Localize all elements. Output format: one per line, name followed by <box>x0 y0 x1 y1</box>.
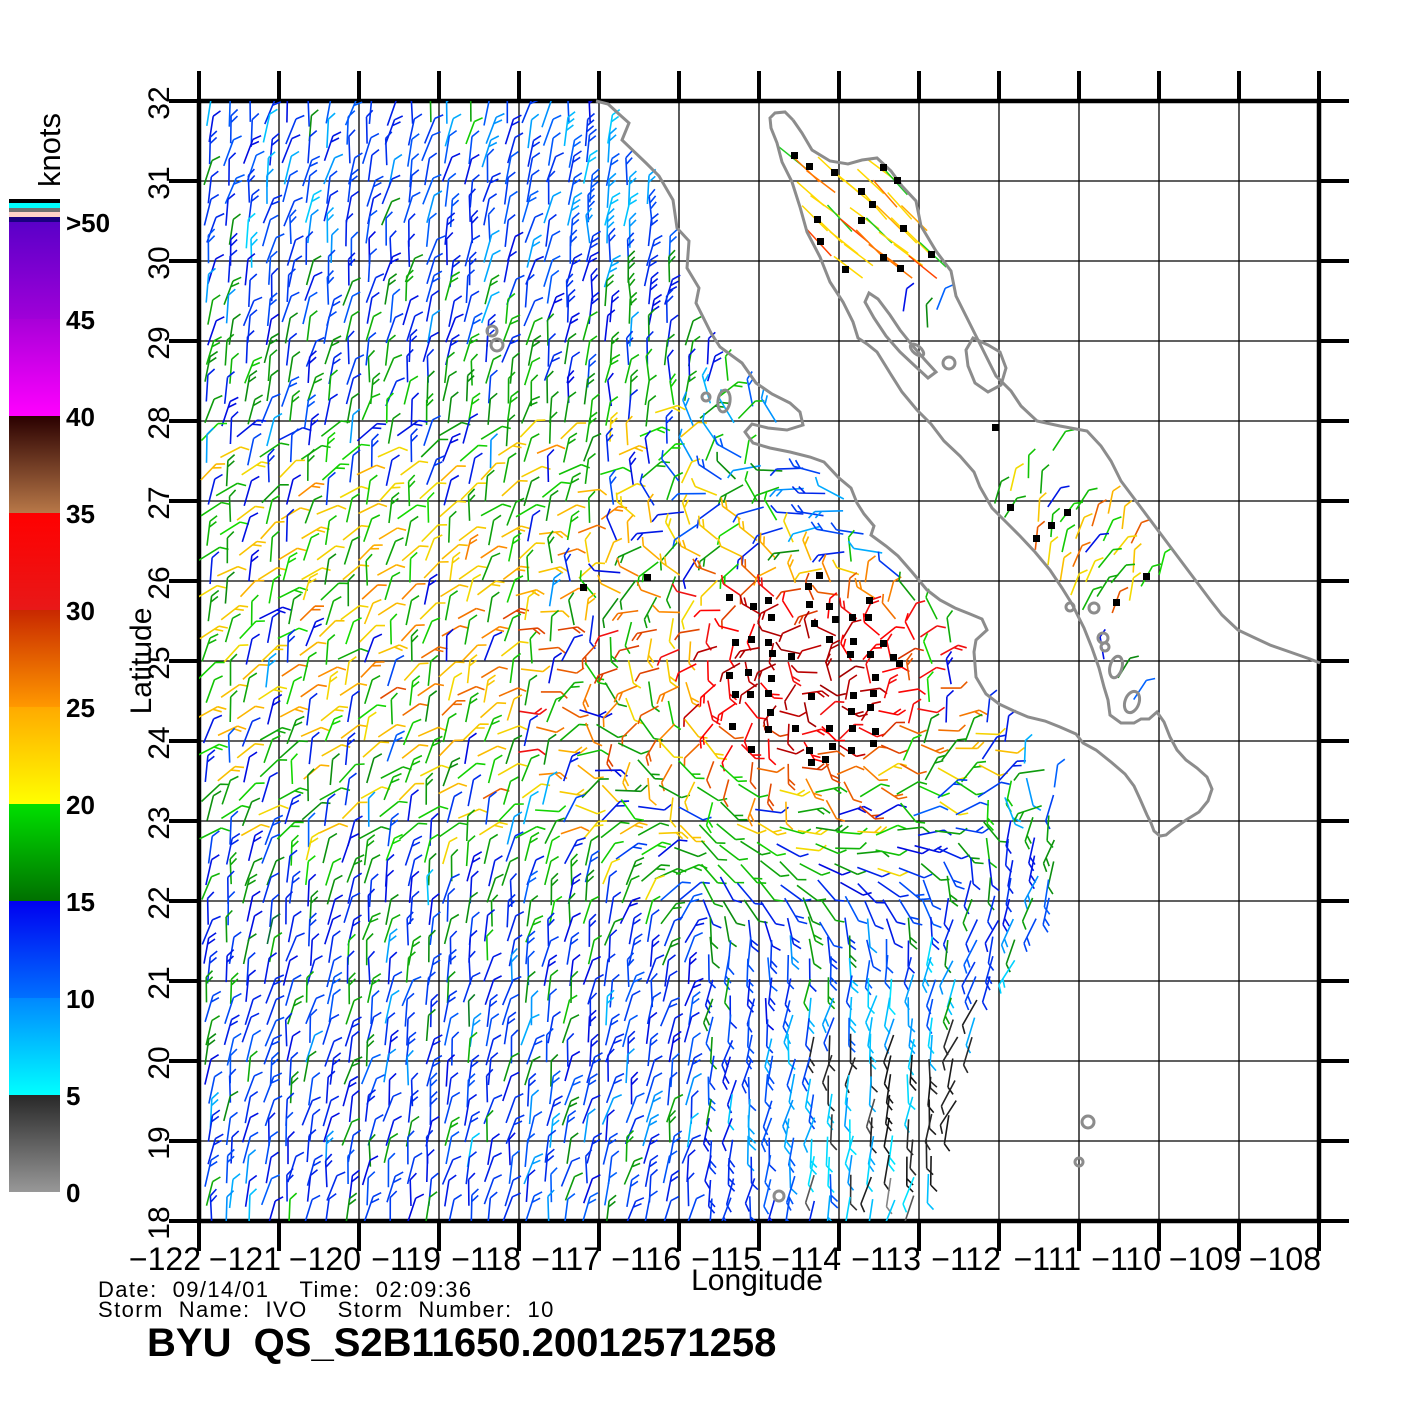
svg-text:15: 15 <box>66 887 95 917</box>
svg-text:5: 5 <box>66 1081 80 1111</box>
svg-text:20: 20 <box>143 1046 176 1079</box>
svg-text:24: 24 <box>143 726 176 759</box>
svg-text:−120: −120 <box>289 1241 361 1277</box>
svg-text:20: 20 <box>66 790 95 820</box>
svg-text:31: 31 <box>143 166 176 199</box>
svg-text:Longitude: Longitude <box>691 1264 823 1297</box>
svg-text:25: 25 <box>66 693 95 723</box>
svg-text:10: 10 <box>66 984 95 1014</box>
svg-text:−112: −112 <box>931 1241 1001 1277</box>
svg-text:−121: −121 <box>209 1241 281 1277</box>
svg-text:BYU QS_S2B11650.20012571258: BYU QS_S2B11650.20012571258 <box>147 1321 776 1365</box>
svg-text:25: 25 <box>143 646 176 679</box>
svg-text:22: 22 <box>143 886 176 919</box>
svg-text:23: 23 <box>143 806 176 839</box>
svg-text:Date: 09/14/01 Time: 02:0: Date: 09/14/01 Time: 02:09:36 <box>98 1277 473 1302</box>
svg-text:19: 19 <box>143 1126 176 1159</box>
svg-text:35: 35 <box>66 499 95 529</box>
svg-text:−113: −113 <box>851 1241 921 1277</box>
svg-text:32: 32 <box>143 86 176 119</box>
svg-text:45: 45 <box>66 305 95 335</box>
svg-text:−116: −116 <box>611 1241 681 1277</box>
svg-text:29: 29 <box>143 326 176 359</box>
svg-text:21: 21 <box>143 966 176 999</box>
svg-text:−110: −110 <box>1091 1241 1161 1277</box>
svg-text:knots: knots <box>32 113 67 187</box>
svg-text:27: 27 <box>143 486 176 519</box>
svg-text:28: 28 <box>143 406 176 439</box>
svg-text:−108: −108 <box>1249 1241 1321 1277</box>
svg-text:−114: −114 <box>771 1241 841 1277</box>
svg-text:−111: −111 <box>1014 1241 1081 1277</box>
svg-text:>50: >50 <box>66 208 110 238</box>
svg-text:−115: −115 <box>691 1241 761 1277</box>
svg-text:−109: −109 <box>1169 1241 1241 1277</box>
svg-text:Latitude: Latitude <box>125 608 158 715</box>
svg-text:−118: −118 <box>451 1241 521 1277</box>
svg-text:−122: −122 <box>129 1241 201 1277</box>
svg-text:Storm Name: IVO Storm Nu: Storm Name: IVO Storm Number: 10 <box>98 1297 555 1322</box>
svg-text:0: 0 <box>66 1178 80 1208</box>
svg-text:40: 40 <box>66 402 95 432</box>
svg-text:18: 18 <box>143 1206 176 1239</box>
svg-text:30: 30 <box>66 596 95 626</box>
svg-text:−119: −119 <box>371 1241 441 1277</box>
svg-text:30: 30 <box>143 246 176 279</box>
svg-text:−117: −117 <box>531 1241 601 1277</box>
svg-text:26: 26 <box>143 566 176 599</box>
